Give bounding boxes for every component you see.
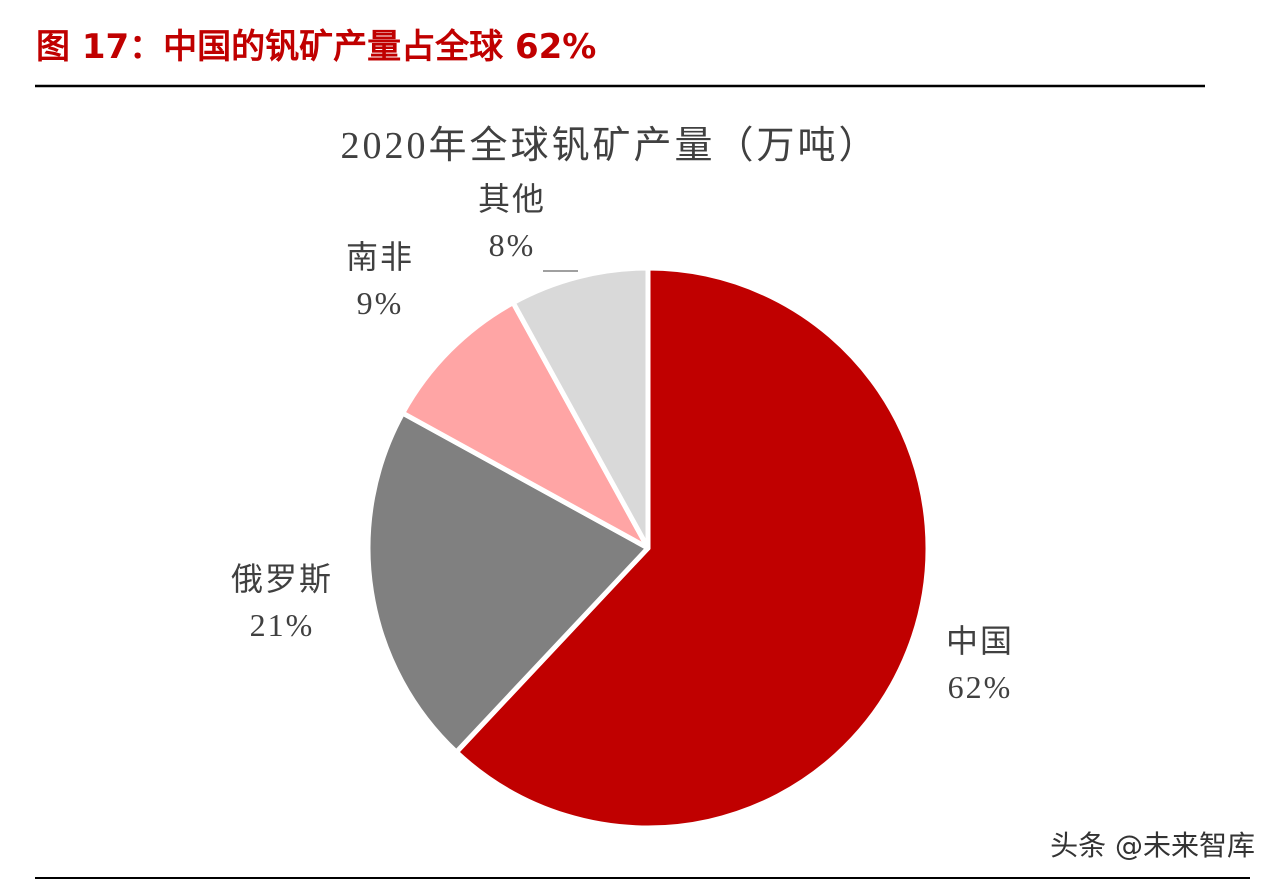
pie-slice bbox=[365, 410, 651, 755]
pie-slice bbox=[453, 265, 931, 831]
slice-percent: 8% bbox=[489, 227, 536, 263]
slice-name: 中国 bbox=[946, 623, 1014, 659]
slice-name: 其他 bbox=[478, 181, 546, 217]
slice-percent: 9% bbox=[357, 285, 404, 321]
chart-title: 2020年全球钒矿产量（万吨） bbox=[340, 125, 879, 167]
watermark: 头条 @未来智库 bbox=[1050, 829, 1255, 862]
pie-slice bbox=[510, 265, 651, 551]
figure-caption: 图 17：中国的钒矿产量占全球 62% bbox=[36, 27, 596, 67]
slice-name: 南非 bbox=[346, 239, 414, 275]
slice-name: 俄罗斯 bbox=[231, 561, 333, 597]
slice-percent: 21% bbox=[250, 607, 315, 643]
pie-slice bbox=[400, 300, 651, 551]
slice-percent: 62% bbox=[948, 669, 1013, 705]
